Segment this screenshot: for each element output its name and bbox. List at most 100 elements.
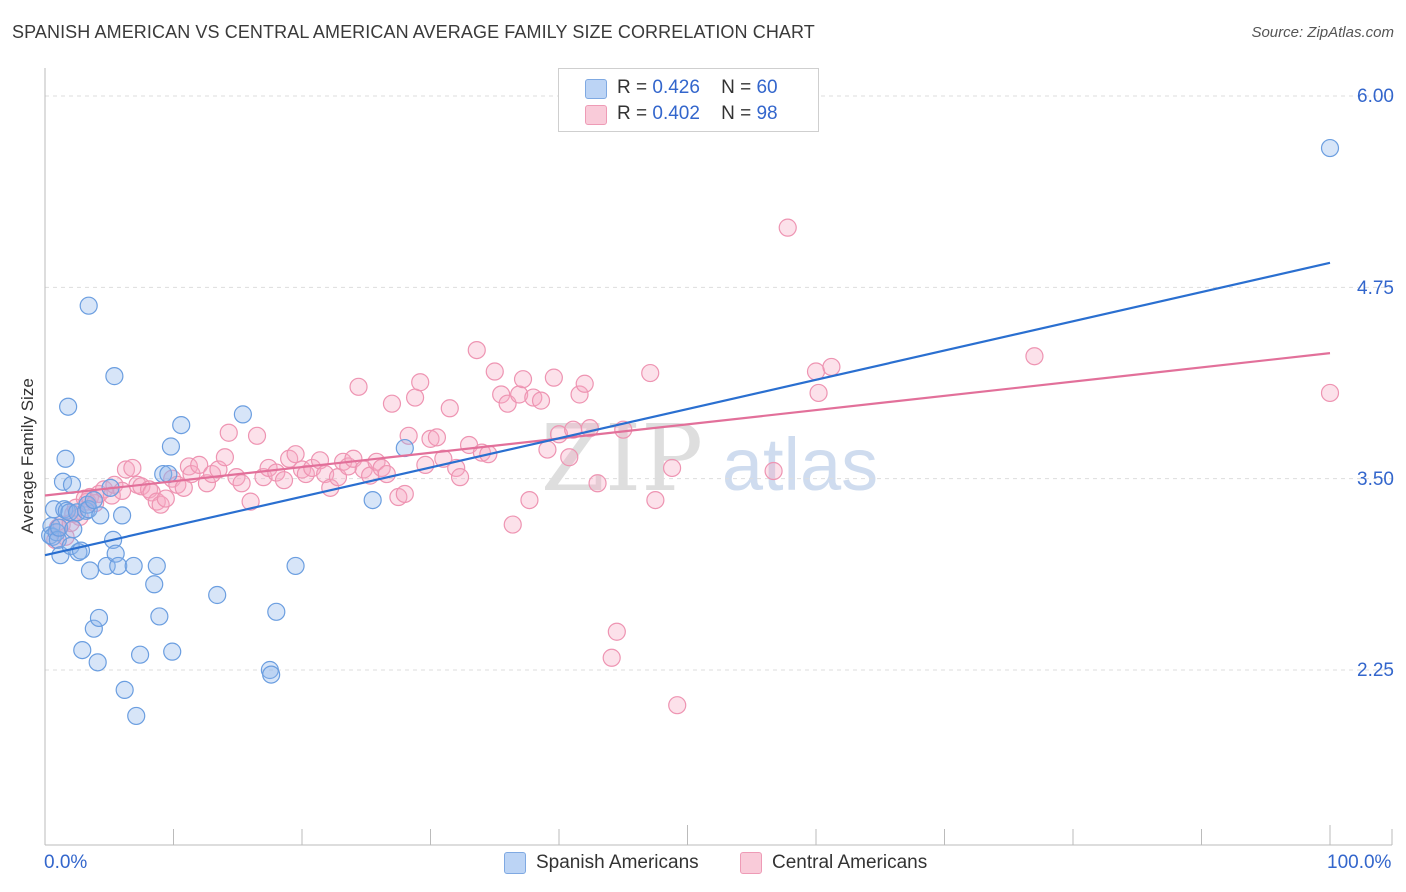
spanish-american-point	[130, 645, 150, 664]
central-american-point	[662, 458, 682, 478]
central-american-point	[349, 377, 368, 396]
central-american-point	[116, 460, 136, 479]
central-american-point	[809, 383, 828, 403]
central-american-point	[1320, 383, 1340, 403]
y-tick-label-2.25: 2.25	[1357, 660, 1394, 681]
spanish-american-point	[73, 641, 92, 660]
central-american-point	[267, 463, 286, 482]
spanish-american-point	[56, 449, 75, 468]
spanish-american-point	[50, 518, 69, 537]
spanish-american-point	[233, 405, 252, 424]
spanish-american-point	[159, 464, 178, 484]
legend-r-value: 0.402	[652, 103, 700, 124]
spanish-american-point	[68, 503, 87, 522]
central-american-point	[822, 357, 841, 377]
spanish-american-point	[88, 653, 107, 672]
spanish-american-point	[84, 490, 103, 510]
series-swatch-blue	[504, 852, 526, 874]
central-american-point	[560, 448, 579, 467]
central-american-point	[575, 374, 594, 393]
spanish-american-point	[150, 607, 169, 626]
central-american-point	[215, 448, 234, 467]
legend-n-label: N =	[721, 103, 752, 124]
legend-n-value: 60	[756, 77, 778, 98]
spanish-american-point	[59, 397, 78, 416]
central-american-point	[123, 458, 142, 478]
central-american-point	[286, 445, 305, 464]
spanish-american-point	[163, 642, 182, 661]
x-tick-label-max: 100.0%	[1327, 852, 1392, 873]
central-american-point	[538, 440, 557, 459]
spanish-american-point	[79, 500, 98, 519]
central-american-point	[427, 428, 447, 447]
central-american-point	[411, 373, 430, 392]
spanish-american-point	[80, 561, 100, 580]
legend-r-value: 0.426	[652, 77, 700, 98]
legend-n-value: 98	[756, 103, 778, 124]
central-american-point	[280, 449, 299, 468]
spanish-american-point	[79, 296, 98, 315]
central-american-point	[1025, 347, 1044, 366]
central-american-point	[190, 455, 209, 474]
legend-swatch-pink	[585, 105, 607, 125]
central-american-point	[602, 648, 621, 667]
central-american-point	[241, 492, 260, 511]
central-american-point	[421, 429, 440, 448]
central-american-point	[219, 423, 238, 442]
spanish-american-point	[286, 556, 305, 576]
y-tick-label-4.75: 4.75	[1357, 278, 1394, 299]
y-tick-label-6.00: 6.00	[1357, 86, 1394, 107]
central-american-point	[544, 368, 563, 387]
central-american-point	[405, 388, 425, 407]
central-american-point	[156, 489, 175, 508]
spanish-american-point	[127, 706, 146, 726]
central-american-point	[503, 515, 522, 534]
central-american-point	[450, 468, 470, 487]
central-american-point	[440, 399, 459, 418]
spanish-american-point	[109, 556, 128, 576]
central-american-point	[382, 394, 402, 413]
spanish-american-point	[115, 680, 134, 699]
central-american-point	[668, 696, 687, 715]
legend-n-label: N =	[721, 77, 752, 98]
central-americans-trend-line	[44, 352, 1331, 497]
central-american-point	[377, 464, 396, 484]
source-note: Source: ZipAtlas.com	[1251, 24, 1394, 41]
grid-lines	[45, 95, 1392, 671]
spanish-americans-points	[41, 138, 1340, 726]
central-american-point	[513, 370, 533, 389]
series-swatch-pink	[740, 852, 762, 874]
series-name-central: Central Americans	[772, 852, 928, 873]
chart-title: SPANISH AMERICAN VS CENTRAL AMERICAN AVE…	[12, 22, 815, 42]
central-american-point	[641, 363, 660, 383]
central-american-point	[274, 471, 294, 490]
trend-lines	[44, 261, 1331, 557]
spanish-american-point	[64, 520, 83, 539]
axes	[44, 68, 1393, 846]
x-tick-label-min: 0.0%	[44, 852, 88, 873]
legend-r-label: R =	[617, 77, 648, 98]
central-american-point	[247, 426, 267, 445]
spanish-american-point	[105, 367, 124, 386]
spanish-american-point	[62, 475, 82, 494]
central-american-point	[531, 391, 551, 410]
spanish-american-point	[1320, 138, 1340, 158]
central-american-point	[232, 474, 251, 493]
spanish-american-point	[124, 556, 143, 576]
watermark-atlas: atlas	[722, 423, 878, 506]
spanish-american-point	[91, 506, 110, 525]
central-american-point	[588, 474, 607, 493]
central-american-point	[764, 461, 783, 481]
central-american-point	[607, 622, 626, 641]
spanish-american-point	[89, 608, 109, 628]
spanish-american-point	[208, 585, 227, 605]
central-american-point	[646, 490, 665, 510]
spanish-american-point	[267, 602, 286, 621]
central-american-point	[467, 340, 486, 360]
central-american-point	[485, 362, 504, 381]
spanish-americans-trend-line	[44, 261, 1331, 557]
legend-swatch-blue	[585, 79, 607, 99]
central-american-point	[510, 385, 529, 404]
central-american-point	[778, 218, 797, 237]
